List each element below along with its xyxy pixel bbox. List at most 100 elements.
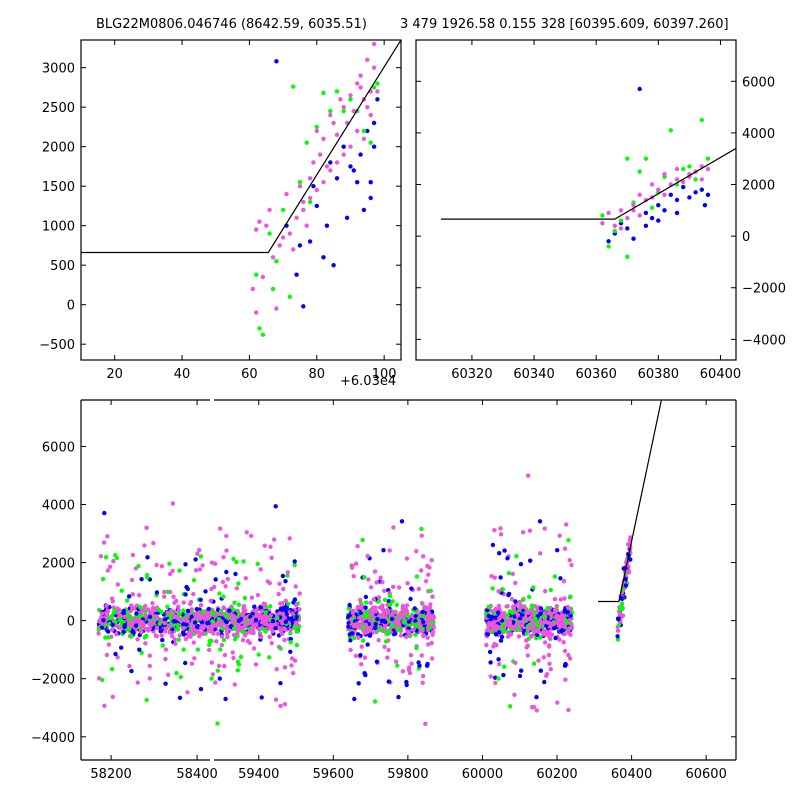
data-point-pink [304, 223, 309, 228]
data-point-pink [423, 579, 429, 584]
data-point-green [144, 697, 149, 703]
data-point-pink [151, 541, 156, 546]
data-point-pink [254, 310, 259, 315]
data-point-green [397, 628, 402, 633]
axis-frame [80, 39, 402, 361]
data-point-blue [631, 236, 636, 241]
data-point-green [292, 562, 297, 568]
data-point-blue [346, 614, 351, 619]
data-point-green [285, 573, 290, 578]
data-point-green [314, 124, 319, 130]
data-point-pink [378, 575, 383, 580]
data-point-green [210, 619, 215, 624]
data-point-blue [101, 618, 106, 623]
data-point-green [236, 581, 241, 586]
data-point-pink [387, 548, 392, 553]
data-point-pink [211, 623, 216, 629]
data-point-blue [538, 668, 543, 673]
data-point-pink [566, 652, 571, 658]
data-point-pink [248, 533, 254, 538]
data-point-pink [512, 624, 517, 630]
data-point-pink [520, 623, 525, 628]
data-point-blue [314, 203, 319, 209]
data-point-blue [511, 620, 516, 625]
data-point-blue [565, 610, 571, 615]
data-point-blue [346, 624, 351, 629]
data-point-pink [277, 243, 282, 248]
data-point-pink [507, 620, 513, 625]
data-point-green [209, 676, 214, 681]
data-point-pink [662, 172, 667, 177]
data-point-pink [362, 655, 368, 660]
data-point-blue [206, 606, 211, 612]
data-point-green [177, 611, 182, 617]
data-point-pink [542, 611, 547, 616]
data-point-pink [365, 553, 370, 559]
data-point-pink [370, 605, 375, 611]
data-point-pink [426, 642, 431, 647]
data-point-pink [674, 166, 680, 172]
data-point-blue [493, 632, 499, 637]
y-tick-label: 6000 [742, 75, 775, 90]
data-point-pink [166, 672, 171, 677]
data-point-pink [141, 622, 146, 627]
data-point-pink [135, 618, 140, 623]
data-point-pink [420, 601, 425, 606]
data-point-green [402, 620, 407, 625]
data-point-blue [409, 586, 414, 591]
data-point-blue [628, 557, 633, 562]
data-point-green [383, 639, 389, 644]
data-point-blue [223, 696, 228, 702]
data-point-blue [137, 647, 142, 652]
data-point-pink [361, 136, 367, 141]
data-point-pink [147, 653, 152, 658]
data-point-blue [273, 626, 278, 631]
data-point-pink [108, 564, 113, 569]
data-point-green [348, 97, 353, 102]
data-point-pink [423, 721, 428, 726]
data-point-pink [180, 626, 186, 631]
data-point-pink [232, 682, 237, 687]
data-point-pink [430, 624, 436, 629]
data-point-pink [411, 627, 416, 632]
data-point-pink [513, 660, 518, 665]
y-tick-label: 1000 [42, 220, 75, 235]
data-point-pink [199, 625, 204, 630]
data-point-green [138, 613, 143, 619]
data-point-pink [542, 526, 547, 531]
data-point-pink [163, 656, 168, 662]
data-point-blue [606, 239, 611, 244]
data-point-blue [365, 642, 370, 647]
data-point-pink [254, 622, 259, 628]
data-point-pink [547, 661, 552, 666]
data-point-pink [293, 584, 298, 589]
data-point-blue [134, 611, 139, 616]
data-point-green [175, 622, 180, 628]
data-point-pink [264, 223, 269, 228]
data-point-blue [233, 571, 238, 577]
data-point-green [334, 89, 340, 94]
data-point-pink [214, 639, 219, 644]
data-point-pink [224, 533, 229, 539]
data-point-pink [396, 618, 401, 624]
data-point-blue [160, 637, 165, 643]
data-point-pink [245, 622, 250, 627]
y-tick-label: −500 [39, 338, 75, 353]
data-point-pink [504, 622, 510, 627]
data-point-pink [606, 210, 611, 216]
data-point-pink [171, 594, 176, 599]
data-point-green [165, 589, 170, 595]
data-point-pink [562, 546, 568, 551]
data-point-pink [334, 132, 340, 137]
data-point-green [292, 625, 297, 631]
data-point-pink [104, 652, 110, 658]
data-point-pink [280, 626, 286, 631]
data-point-green [693, 177, 698, 182]
data-point-blue [375, 97, 380, 102]
data-point-green [486, 604, 491, 610]
data-point-pink [536, 629, 541, 634]
data-point-pink [96, 631, 101, 636]
data-point-blue [517, 673, 523, 679]
data-point-green [505, 613, 510, 618]
data-point-pink [348, 144, 353, 149]
